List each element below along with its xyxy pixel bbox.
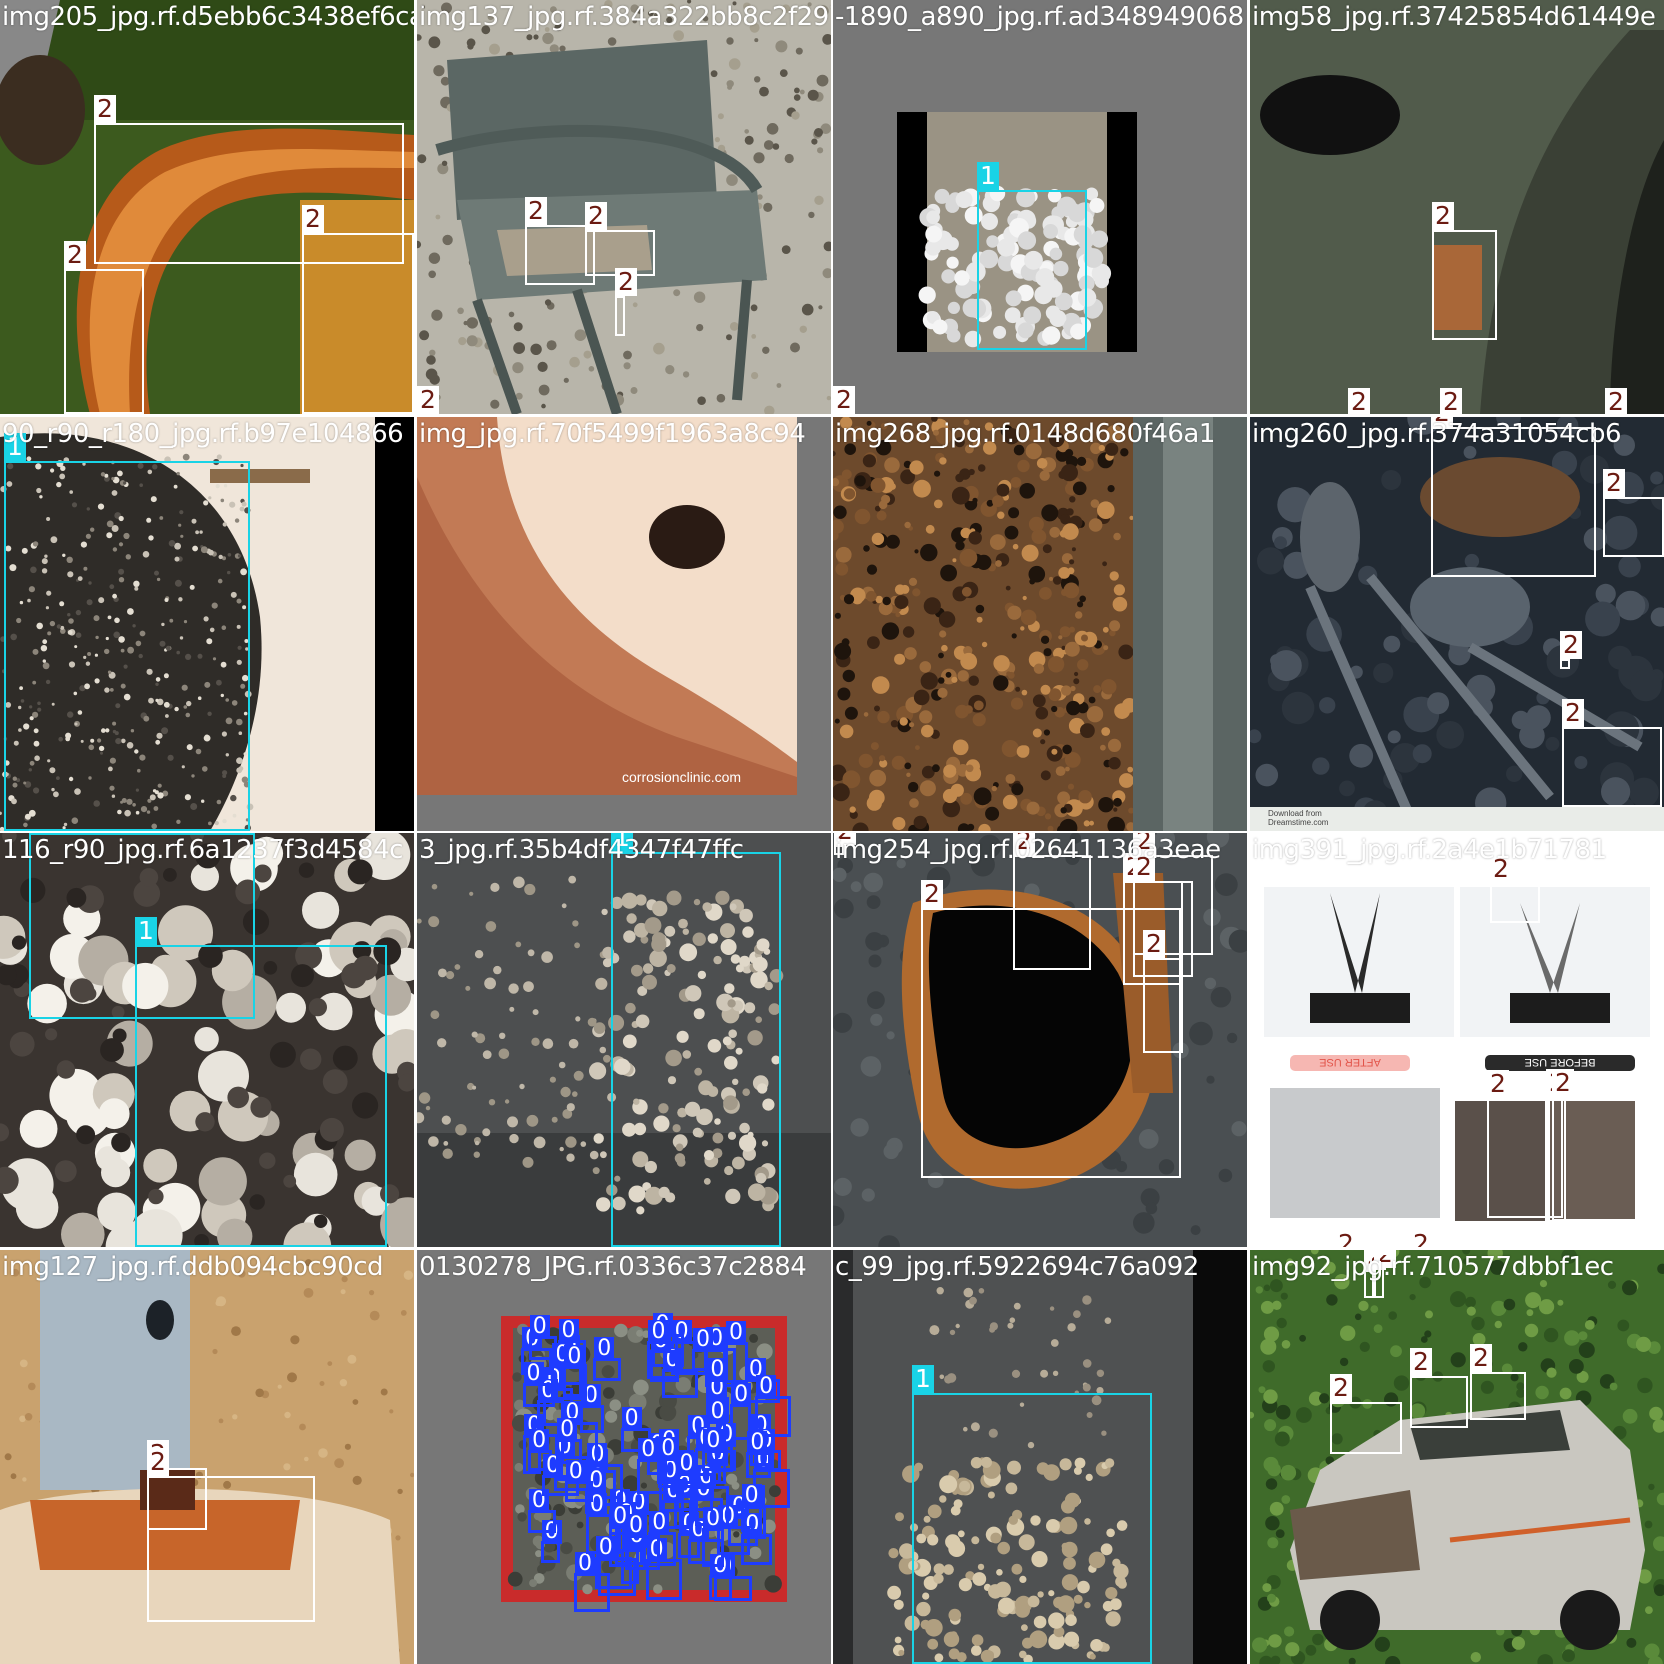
scene-pipe-bundle <box>833 0 1247 414</box>
scene-rust-hole <box>833 833 1247 1247</box>
scene-car-fender <box>1250 0 1664 414</box>
before-use-label: BEFORE USE <box>1525 1056 1596 1068</box>
scene-white-deposits-2 <box>833 1250 1247 1664</box>
scene-rusted-handrail <box>0 0 414 414</box>
mosaic-tile: Download fromDreamstime.com2222img260_jp… <box>1250 417 1664 831</box>
scene-white-deposits <box>417 833 831 1247</box>
mosaic-tile: 1 2 -1890_a890_jpg.rf.ad348949068 <box>833 0 1247 414</box>
mosaic-tile: 1 c_99_jpg.rf.5922694c76a092 <box>833 1250 1247 1664</box>
mosaic-tile: 1 90_r90_r180_jpg.rf.b97e104866 <box>0 417 414 831</box>
mosaic-tile: img268_jpg.rf.0148d680f46a1 <box>833 417 1247 831</box>
scene-abandoned-suv <box>1250 1250 1664 1664</box>
scene-spoons: Download from Dreamstime.com <box>1250 417 1664 831</box>
mosaic-tile: AFTER USE BEFORE USE 2 2 2 2 2 2 img391_jpg.rf… <box>1250 833 1664 1247</box>
scene-pole-base <box>0 1250 414 1664</box>
scene-rusty-surface <box>833 417 1247 831</box>
mosaic-tile: 2 2 img127_jpg.rf.ddb094cbc90cd <box>0 1250 414 1664</box>
scene-scissors-hinges: AFTER USE BEFORE USE <box>1250 833 1664 1247</box>
mosaic-tile: 2 2 2 2 img137_jpg.rf.384a322bb8c2f2971 <box>417 0 831 414</box>
scene-metal-chair <box>417 0 831 414</box>
mosaic-tile: 2 2 2 2 img58_jpg.rf.37425854d61449e <box>1250 0 1664 414</box>
scene-barnacles <box>0 833 414 1247</box>
watermark: corrosionclinic.com <box>622 769 741 785</box>
footer-line-1: Download from <box>1268 809 1322 818</box>
mosaic-tile: corrosionclinic.com img_jpg.rf.70f5499f19… <box>417 417 831 831</box>
mosaic-tile: 1 3_jpg.rf.35b4df4347f47ffc <box>417 833 831 1247</box>
mosaic-tile: 11116_r90_jpg.rf.6a1237f3d4584c <box>0 833 414 1247</box>
after-use-label: AFTER USE <box>1319 1056 1381 1068</box>
footer-line-2: Dreamstime.com <box>1268 818 1329 827</box>
scene-red-frame <box>417 1250 831 1664</box>
mosaic-tile: 2 2 2 img205_jpg.rf.d5ebb6c3438ef6ca1 <box>0 0 414 414</box>
scene-pink-corrosion: corrosionclinic.com <box>417 417 831 831</box>
mosaic-tile: 2222222img254_jpg.rf.02641136a3eae <box>833 833 1247 1247</box>
scene-barnacle-wall <box>0 417 414 831</box>
